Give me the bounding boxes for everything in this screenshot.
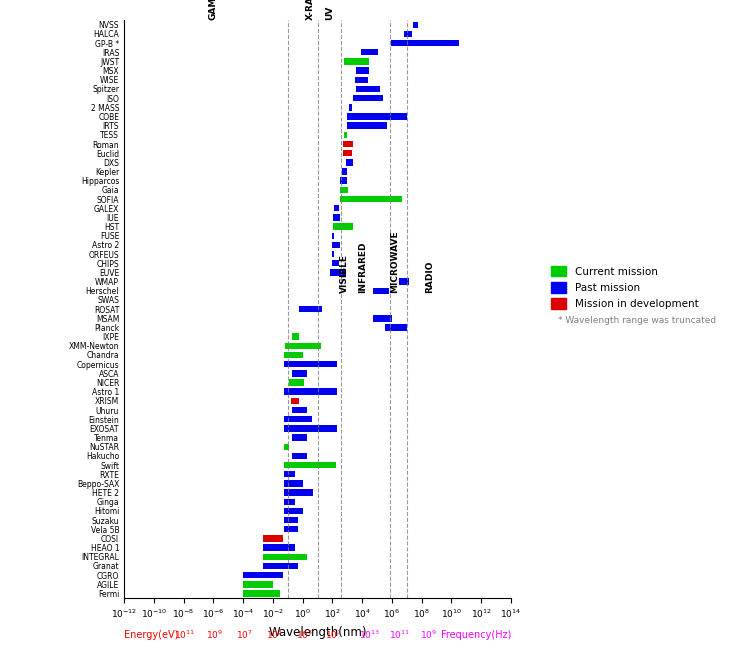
Bar (285, 480, 303, 487)
Bar (331, 251, 334, 257)
Bar (332, 242, 340, 248)
Bar (285, 526, 298, 532)
Text: $10^{1}$: $10^{1}$ (326, 629, 342, 641)
Text: $10^{11}$: $10^{11}$ (388, 629, 410, 641)
Bar (342, 141, 353, 147)
Text: * Wavelength range was truncated: * Wavelength range was truncated (558, 316, 717, 325)
Bar (346, 159, 353, 165)
Bar (243, 572, 283, 579)
Bar (353, 95, 383, 101)
Bar (299, 306, 322, 312)
Bar (292, 407, 307, 413)
Bar (263, 544, 295, 551)
Bar (349, 104, 353, 110)
Bar (373, 288, 389, 294)
Text: $10^{9}$: $10^{9}$ (420, 629, 437, 641)
Bar (340, 177, 347, 184)
Bar (285, 343, 321, 349)
Text: MICROWAVE: MICROWAVE (391, 230, 399, 293)
Text: VISIBLE: VISIBLE (340, 254, 349, 293)
Bar (243, 590, 280, 597)
Bar (399, 278, 409, 285)
Bar (285, 499, 295, 505)
Bar (285, 508, 303, 514)
Bar (347, 114, 407, 120)
Bar (340, 187, 347, 193)
Bar (344, 58, 369, 65)
Bar (342, 168, 347, 175)
Bar (361, 49, 378, 56)
Bar (243, 581, 273, 587)
Bar (334, 214, 340, 220)
Text: $10^{9}$: $10^{9}$ (206, 629, 223, 641)
Bar (285, 425, 337, 431)
Bar (391, 40, 458, 46)
Bar (331, 260, 339, 267)
Text: $10^{3}$: $10^{3}$ (296, 629, 312, 641)
Bar (412, 22, 418, 28)
Bar (292, 333, 299, 340)
Bar (347, 122, 388, 129)
Bar (285, 444, 289, 450)
Bar (285, 388, 337, 395)
Bar (285, 361, 337, 368)
Bar (356, 86, 380, 92)
Text: $10^{13}$: $10^{13}$ (358, 629, 380, 641)
Text: RADIO: RADIO (425, 261, 434, 293)
Text: Frequency(Hz): Frequency(Hz) (441, 630, 511, 640)
Bar (343, 150, 352, 157)
Bar (285, 517, 298, 523)
Bar (292, 434, 307, 441)
Legend: Current mission, Past mission, Mission in development: Current mission, Past mission, Mission i… (545, 261, 704, 314)
Bar (355, 77, 368, 83)
Bar (356, 67, 369, 74)
Bar (372, 315, 392, 321)
Bar (334, 205, 339, 212)
Bar (285, 471, 295, 477)
Bar (292, 370, 307, 376)
X-axis label: Wavelength(nm): Wavelength(nm) (269, 626, 366, 639)
Bar (285, 351, 303, 358)
Bar (404, 31, 412, 37)
Bar (263, 535, 283, 542)
Bar (292, 453, 307, 459)
Bar (289, 379, 304, 386)
Bar (285, 462, 336, 468)
Bar (285, 416, 312, 423)
Bar (263, 554, 307, 560)
Bar (330, 269, 345, 276)
Bar (385, 325, 407, 331)
Bar (291, 398, 299, 404)
Text: INFRARED: INFRARED (358, 241, 366, 293)
Text: $10^{7}$: $10^{7}$ (236, 629, 253, 641)
Text: GAMMA-RAYS: GAMMA-RAYS (209, 0, 218, 20)
Text: $10^{5}$: $10^{5}$ (266, 629, 283, 641)
Text: $10^{11}$: $10^{11}$ (174, 629, 196, 641)
Bar (332, 233, 334, 239)
Text: UV: UV (325, 6, 334, 20)
Text: X-RAYS: X-RAYS (306, 0, 315, 20)
Bar (334, 223, 353, 230)
Bar (344, 132, 347, 138)
Bar (263, 562, 298, 569)
Bar (285, 489, 313, 496)
Bar (339, 196, 402, 202)
Text: Energy(eV): Energy(eV) (124, 630, 178, 640)
